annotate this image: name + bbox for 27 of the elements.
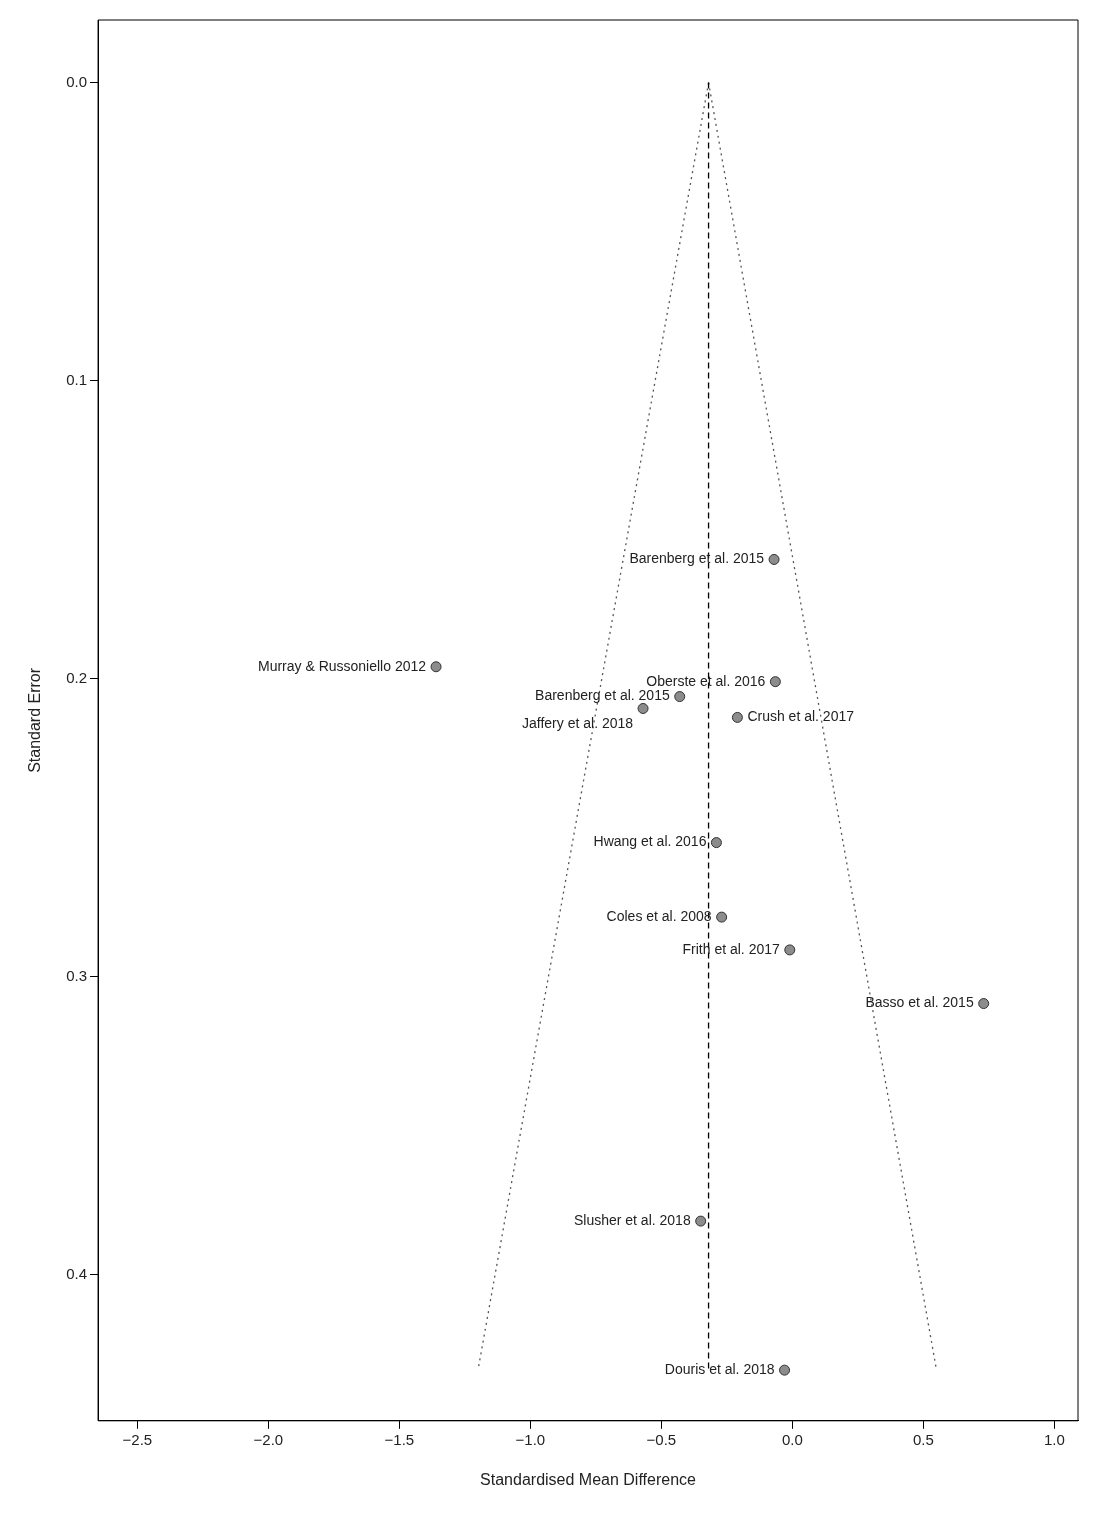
annotation: Coles et al. 2008 <box>606 907 712 924</box>
annotation: Oberste et al. 2016 <box>646 672 766 689</box>
annotation: Barenberg et al. 2015 <box>629 550 765 567</box>
annotation: Frith et al. 2017 <box>682 940 780 957</box>
x-tick-label: 1.0 <box>1043 1430 1065 1448</box>
y-tick-label: 0.4 <box>66 1264 88 1282</box>
y-tick-label: 0.3 <box>66 966 88 984</box>
x-tick-label: −1.0 <box>515 1430 546 1448</box>
annotation: Douris et al. 2018 <box>664 1360 775 1377</box>
annotation: Hwang et al. 2016 <box>593 833 707 850</box>
y-tick-label: 0.0 <box>66 72 88 90</box>
x-tick-label: −1.5 <box>384 1430 415 1448</box>
y-tick-label: 0.2 <box>66 668 88 686</box>
annotation: Crush et al. 2017 <box>747 708 855 725</box>
x-tick-label: 0.0 <box>781 1430 803 1448</box>
x-tick-label: −0.5 <box>646 1430 677 1448</box>
x-tick-label: −2.0 <box>253 1430 284 1448</box>
annotation: Basso et al. 2015 <box>865 994 974 1011</box>
y-axis-title: Standard Error <box>26 667 44 773</box>
x-tick-label: −2.5 <box>122 1430 153 1448</box>
annotation: Barenberg et al. 2015 <box>535 687 670 704</box>
x-tick-label: 0.5 <box>912 1430 934 1448</box>
x-axis-title: Standardised Mean Difference <box>480 1470 697 1488</box>
annotation: Slusher et al. 2018 <box>573 1211 691 1228</box>
y-tick-label: 0.1 <box>66 370 88 388</box>
annotation: Jaffery et al. 2018 <box>522 715 634 732</box>
annotation: Murray & Russoniello 2012 <box>257 657 427 674</box>
